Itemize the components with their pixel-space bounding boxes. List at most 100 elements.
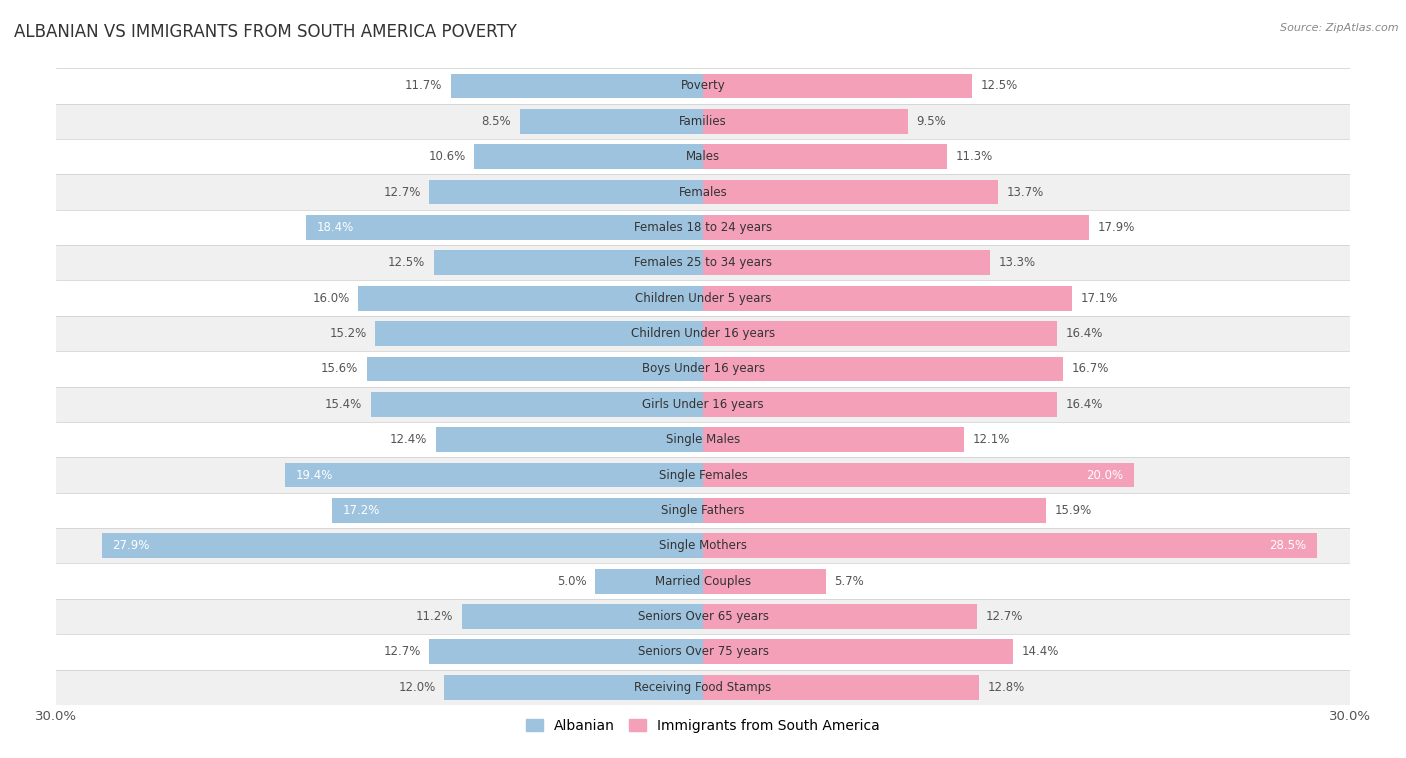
Bar — [433, 250, 703, 275]
Text: Males: Males — [686, 150, 720, 163]
Text: Boys Under 16 years: Boys Under 16 years — [641, 362, 765, 375]
Text: Seniors Over 75 years: Seniors Over 75 years — [637, 645, 769, 659]
Text: 12.7%: 12.7% — [384, 186, 420, 199]
Text: 17.1%: 17.1% — [1080, 292, 1118, 305]
Text: Married Couples: Married Couples — [655, 575, 751, 587]
Bar — [56, 599, 1350, 634]
Bar — [703, 250, 990, 275]
Bar — [703, 640, 1014, 664]
Bar — [56, 68, 1350, 104]
Text: Single Mothers: Single Mothers — [659, 539, 747, 553]
Bar — [56, 210, 1350, 245]
Bar — [56, 139, 1350, 174]
Bar — [56, 528, 1350, 563]
Bar — [101, 534, 703, 558]
Bar — [703, 321, 1056, 346]
Text: Single Females: Single Females — [658, 468, 748, 481]
Text: 14.4%: 14.4% — [1022, 645, 1060, 659]
Text: 17.9%: 17.9% — [1098, 221, 1135, 234]
Text: 16.0%: 16.0% — [312, 292, 350, 305]
Text: 27.9%: 27.9% — [112, 539, 149, 553]
Text: 15.4%: 15.4% — [325, 398, 363, 411]
Bar — [703, 180, 998, 205]
Bar — [703, 286, 1071, 311]
Text: 12.4%: 12.4% — [389, 433, 427, 446]
Bar — [367, 356, 703, 381]
Bar — [56, 457, 1350, 493]
Text: Children Under 16 years: Children Under 16 years — [631, 327, 775, 340]
Bar — [703, 534, 1317, 558]
Bar — [436, 428, 703, 452]
Bar — [444, 675, 703, 700]
Text: 16.7%: 16.7% — [1071, 362, 1109, 375]
Bar — [56, 174, 1350, 210]
Text: Girls Under 16 years: Girls Under 16 years — [643, 398, 763, 411]
Bar — [461, 604, 703, 629]
Bar — [703, 144, 946, 169]
Legend: Albanian, Immigrants from South America: Albanian, Immigrants from South America — [526, 719, 880, 733]
Bar — [56, 493, 1350, 528]
Text: Females 25 to 34 years: Females 25 to 34 years — [634, 256, 772, 269]
Text: Receiving Food Stamps: Receiving Food Stamps — [634, 681, 772, 694]
Text: Females: Females — [679, 186, 727, 199]
Text: 19.4%: 19.4% — [295, 468, 333, 481]
Bar — [703, 215, 1088, 240]
Bar — [56, 316, 1350, 351]
Text: 10.6%: 10.6% — [429, 150, 465, 163]
Text: 13.3%: 13.3% — [998, 256, 1035, 269]
Bar — [56, 634, 1350, 669]
Text: Single Fathers: Single Fathers — [661, 504, 745, 517]
Text: 8.5%: 8.5% — [481, 114, 512, 128]
Bar — [56, 245, 1350, 280]
Text: ALBANIAN VS IMMIGRANTS FROM SOUTH AMERICA POVERTY: ALBANIAN VS IMMIGRANTS FROM SOUTH AMERIC… — [14, 23, 517, 41]
Bar — [474, 144, 703, 169]
Text: 15.6%: 15.6% — [321, 362, 359, 375]
Text: 13.7%: 13.7% — [1007, 186, 1045, 199]
Text: 5.7%: 5.7% — [835, 575, 865, 587]
Bar — [520, 109, 703, 133]
Bar — [56, 351, 1350, 387]
Text: 12.5%: 12.5% — [981, 80, 1018, 92]
Bar — [703, 428, 965, 452]
Bar — [56, 104, 1350, 139]
Text: 5.0%: 5.0% — [557, 575, 586, 587]
Text: Seniors Over 65 years: Seniors Over 65 years — [637, 610, 769, 623]
Text: 12.7%: 12.7% — [986, 610, 1022, 623]
Bar — [285, 462, 703, 487]
Text: 11.3%: 11.3% — [955, 150, 993, 163]
Text: 18.4%: 18.4% — [318, 221, 354, 234]
Text: 16.4%: 16.4% — [1066, 398, 1102, 411]
Text: Poverty: Poverty — [681, 80, 725, 92]
Bar — [56, 422, 1350, 457]
Bar — [703, 568, 825, 594]
Bar — [703, 109, 908, 133]
Bar — [429, 640, 703, 664]
Bar — [56, 280, 1350, 316]
Bar — [56, 669, 1350, 705]
Bar — [56, 387, 1350, 422]
Text: 9.5%: 9.5% — [917, 114, 946, 128]
Text: 12.1%: 12.1% — [973, 433, 1010, 446]
Text: Single Males: Single Males — [666, 433, 740, 446]
Bar — [332, 498, 703, 523]
Bar — [359, 286, 703, 311]
Text: 20.0%: 20.0% — [1087, 468, 1123, 481]
Text: 12.7%: 12.7% — [384, 645, 420, 659]
Text: 12.5%: 12.5% — [388, 256, 425, 269]
Bar — [56, 563, 1350, 599]
Bar — [703, 74, 973, 99]
Bar — [703, 498, 1046, 523]
Text: Children Under 5 years: Children Under 5 years — [634, 292, 772, 305]
Text: 16.4%: 16.4% — [1066, 327, 1102, 340]
Text: 28.5%: 28.5% — [1270, 539, 1306, 553]
Text: 12.0%: 12.0% — [398, 681, 436, 694]
Text: Females 18 to 24 years: Females 18 to 24 years — [634, 221, 772, 234]
Bar — [703, 462, 1135, 487]
Text: 12.8%: 12.8% — [987, 681, 1025, 694]
Bar — [703, 356, 1063, 381]
Bar — [451, 74, 703, 99]
Text: 17.2%: 17.2% — [343, 504, 381, 517]
Bar — [703, 392, 1056, 417]
Bar — [375, 321, 703, 346]
Bar — [703, 675, 979, 700]
